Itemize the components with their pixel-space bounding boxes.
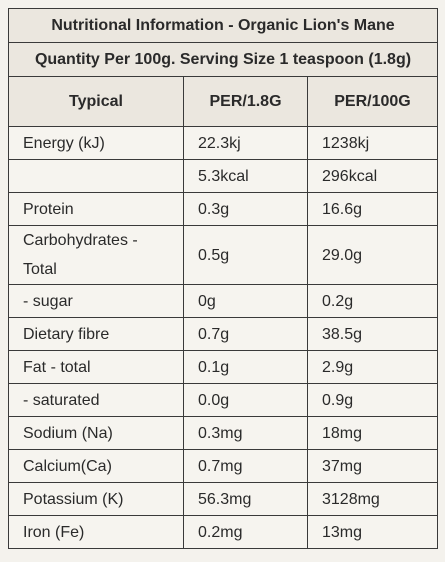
table-row: Iron (Fe) 0.2mg 13mg [8,515,438,549]
per-serving: 0.3g [183,192,308,226]
per-serving: 0.3mg [183,416,308,450]
per-100g: 13mg [307,515,438,549]
row-label: Protein [8,192,184,226]
per-100g: 0.2g [307,284,438,318]
row-label: Iron (Fe) [8,515,184,549]
table-row: Dietary fibre 0.7g 38.5g [8,317,438,351]
per-serving: 0.7g [183,317,308,351]
per-serving: 22.3kj [183,126,308,160]
per-100g: 2.9g [307,350,438,384]
nutrition-table: Nutritional Information - Organic Lion's… [8,8,438,549]
row-label: Dietary fibre [8,317,184,351]
per-100g: 38.5g [307,317,438,351]
title-row: Nutritional Information - Organic Lion's… [8,8,438,43]
table-row: - sugar 0g 0.2g [8,284,438,318]
row-label: Potassium (K) [8,482,184,516]
subtitle-row: Quantity Per 100g. Serving Size 1 teaspo… [8,42,438,77]
row-label: Carbohydrates - Total [8,225,184,285]
table-row: Calcium(Ca) 0.7mg 37mg [8,449,438,483]
table-row: - saturated 0.0g 0.9g [8,383,438,417]
per-serving: 0.2mg [183,515,308,549]
row-label: Fat - total [8,350,184,384]
row-label: - saturated [8,383,184,417]
per-serving: 0.5g [183,225,308,285]
column-header: PER/1.8G [183,76,308,127]
row-label: Energy (kJ) [8,126,184,160]
per-100g: 37mg [307,449,438,483]
per-serving: 5.3kcal [183,159,308,193]
column-header-row: Typical PER/1.8G PER/100G [8,76,438,127]
per-100g: 18mg [307,416,438,450]
per-serving: 0.0g [183,383,308,417]
per-serving: 0.1g [183,350,308,384]
per-serving: 0g [183,284,308,318]
table-row: Protein 0.3g 16.6g [8,192,438,226]
column-header: Typical [8,76,184,127]
table-row: Fat - total 0.1g 2.9g [8,350,438,384]
per-100g: 0.9g [307,383,438,417]
table-row: Potassium (K) 56.3mg 3128mg [8,482,438,516]
row-label [8,159,184,193]
table-row: Energy (kJ) 22.3kj 1238kj [8,126,438,160]
subtitle: Quantity Per 100g. Serving Size 1 teaspo… [8,42,438,77]
per-100g: 16.6g [307,192,438,226]
row-label: Sodium (Na) [8,416,184,450]
per-serving: 56.3mg [183,482,308,516]
row-label: - sugar [8,284,184,318]
table-row: 5.3kcal 296kcal [8,159,438,193]
per-100g: 296kcal [307,159,438,193]
title: Nutritional Information - Organic Lion's… [8,8,438,43]
column-header: PER/100G [307,76,438,127]
row-label: Calcium(Ca) [8,449,184,483]
table-row: Sodium (Na) 0.3mg 18mg [8,416,438,450]
table-row: Carbohydrates - Total 0.5g 29.0g [8,225,438,285]
per-100g: 3128mg [307,482,438,516]
per-100g: 1238kj [307,126,438,160]
per-100g: 29.0g [307,225,438,285]
per-serving: 0.7mg [183,449,308,483]
